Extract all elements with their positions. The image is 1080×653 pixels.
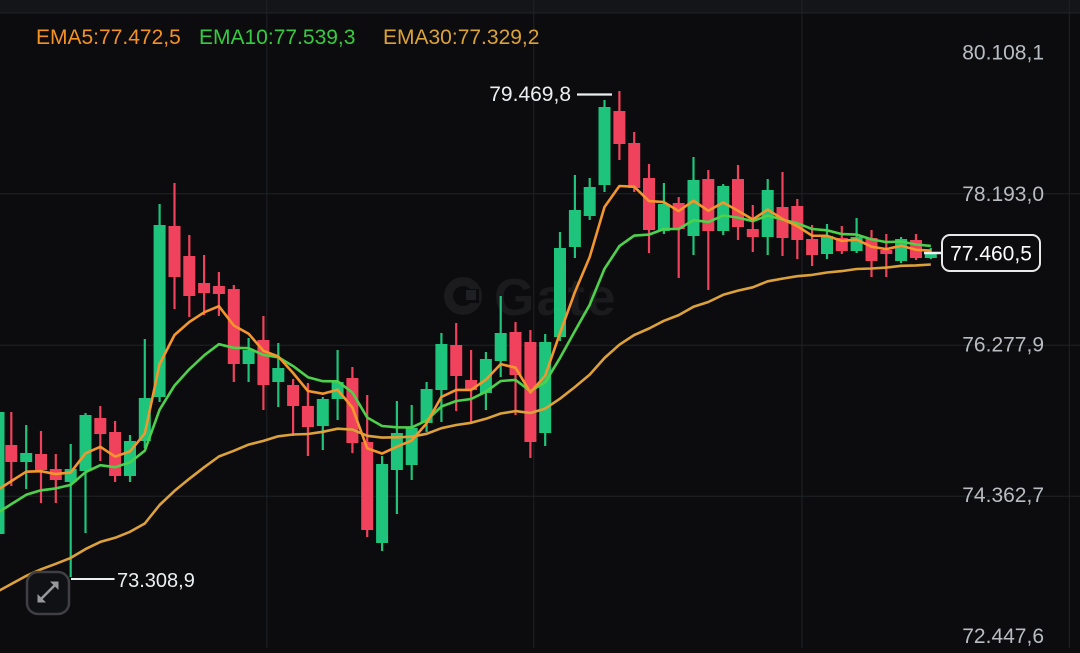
svg-text:74.362,7: 74.362,7	[962, 484, 1044, 507]
svg-text:77.460,5: 77.460,5	[950, 243, 1032, 266]
svg-text:EMA30:77.329,2: EMA30:77.329,2	[383, 26, 539, 49]
svg-text:76.277,9: 76.277,9	[962, 334, 1044, 357]
svg-text:EMA5:77.472,5: EMA5:77.472,5	[36, 26, 181, 49]
svg-text:78.193,0: 78.193,0	[962, 183, 1044, 206]
svg-text:73.308,9: 73.308,9	[117, 570, 195, 592]
svg-text:80.108,1: 80.108,1	[962, 42, 1044, 65]
svg-text:79.469,8: 79.469,8	[489, 83, 571, 106]
svg-text:EMA10:77.539,3: EMA10:77.539,3	[199, 26, 355, 49]
svg-text:72.447,6: 72.447,6	[962, 625, 1044, 648]
